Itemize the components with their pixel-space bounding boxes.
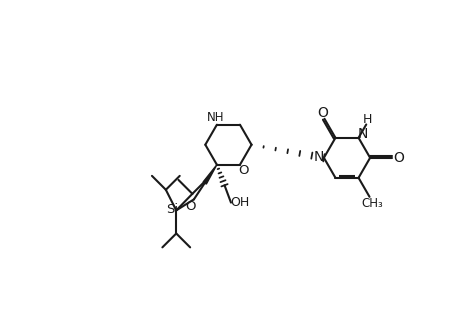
Text: O: O — [393, 151, 404, 165]
Text: O: O — [317, 106, 328, 120]
Text: O: O — [186, 200, 196, 213]
Text: Si: Si — [166, 203, 179, 216]
Text: N: N — [314, 150, 323, 164]
Text: N: N — [358, 127, 368, 141]
Text: NH: NH — [207, 111, 224, 124]
Text: H: H — [363, 112, 372, 126]
Polygon shape — [203, 165, 217, 184]
Text: CH₃: CH₃ — [361, 197, 383, 210]
Text: OH: OH — [230, 196, 250, 209]
Text: O: O — [238, 164, 249, 177]
